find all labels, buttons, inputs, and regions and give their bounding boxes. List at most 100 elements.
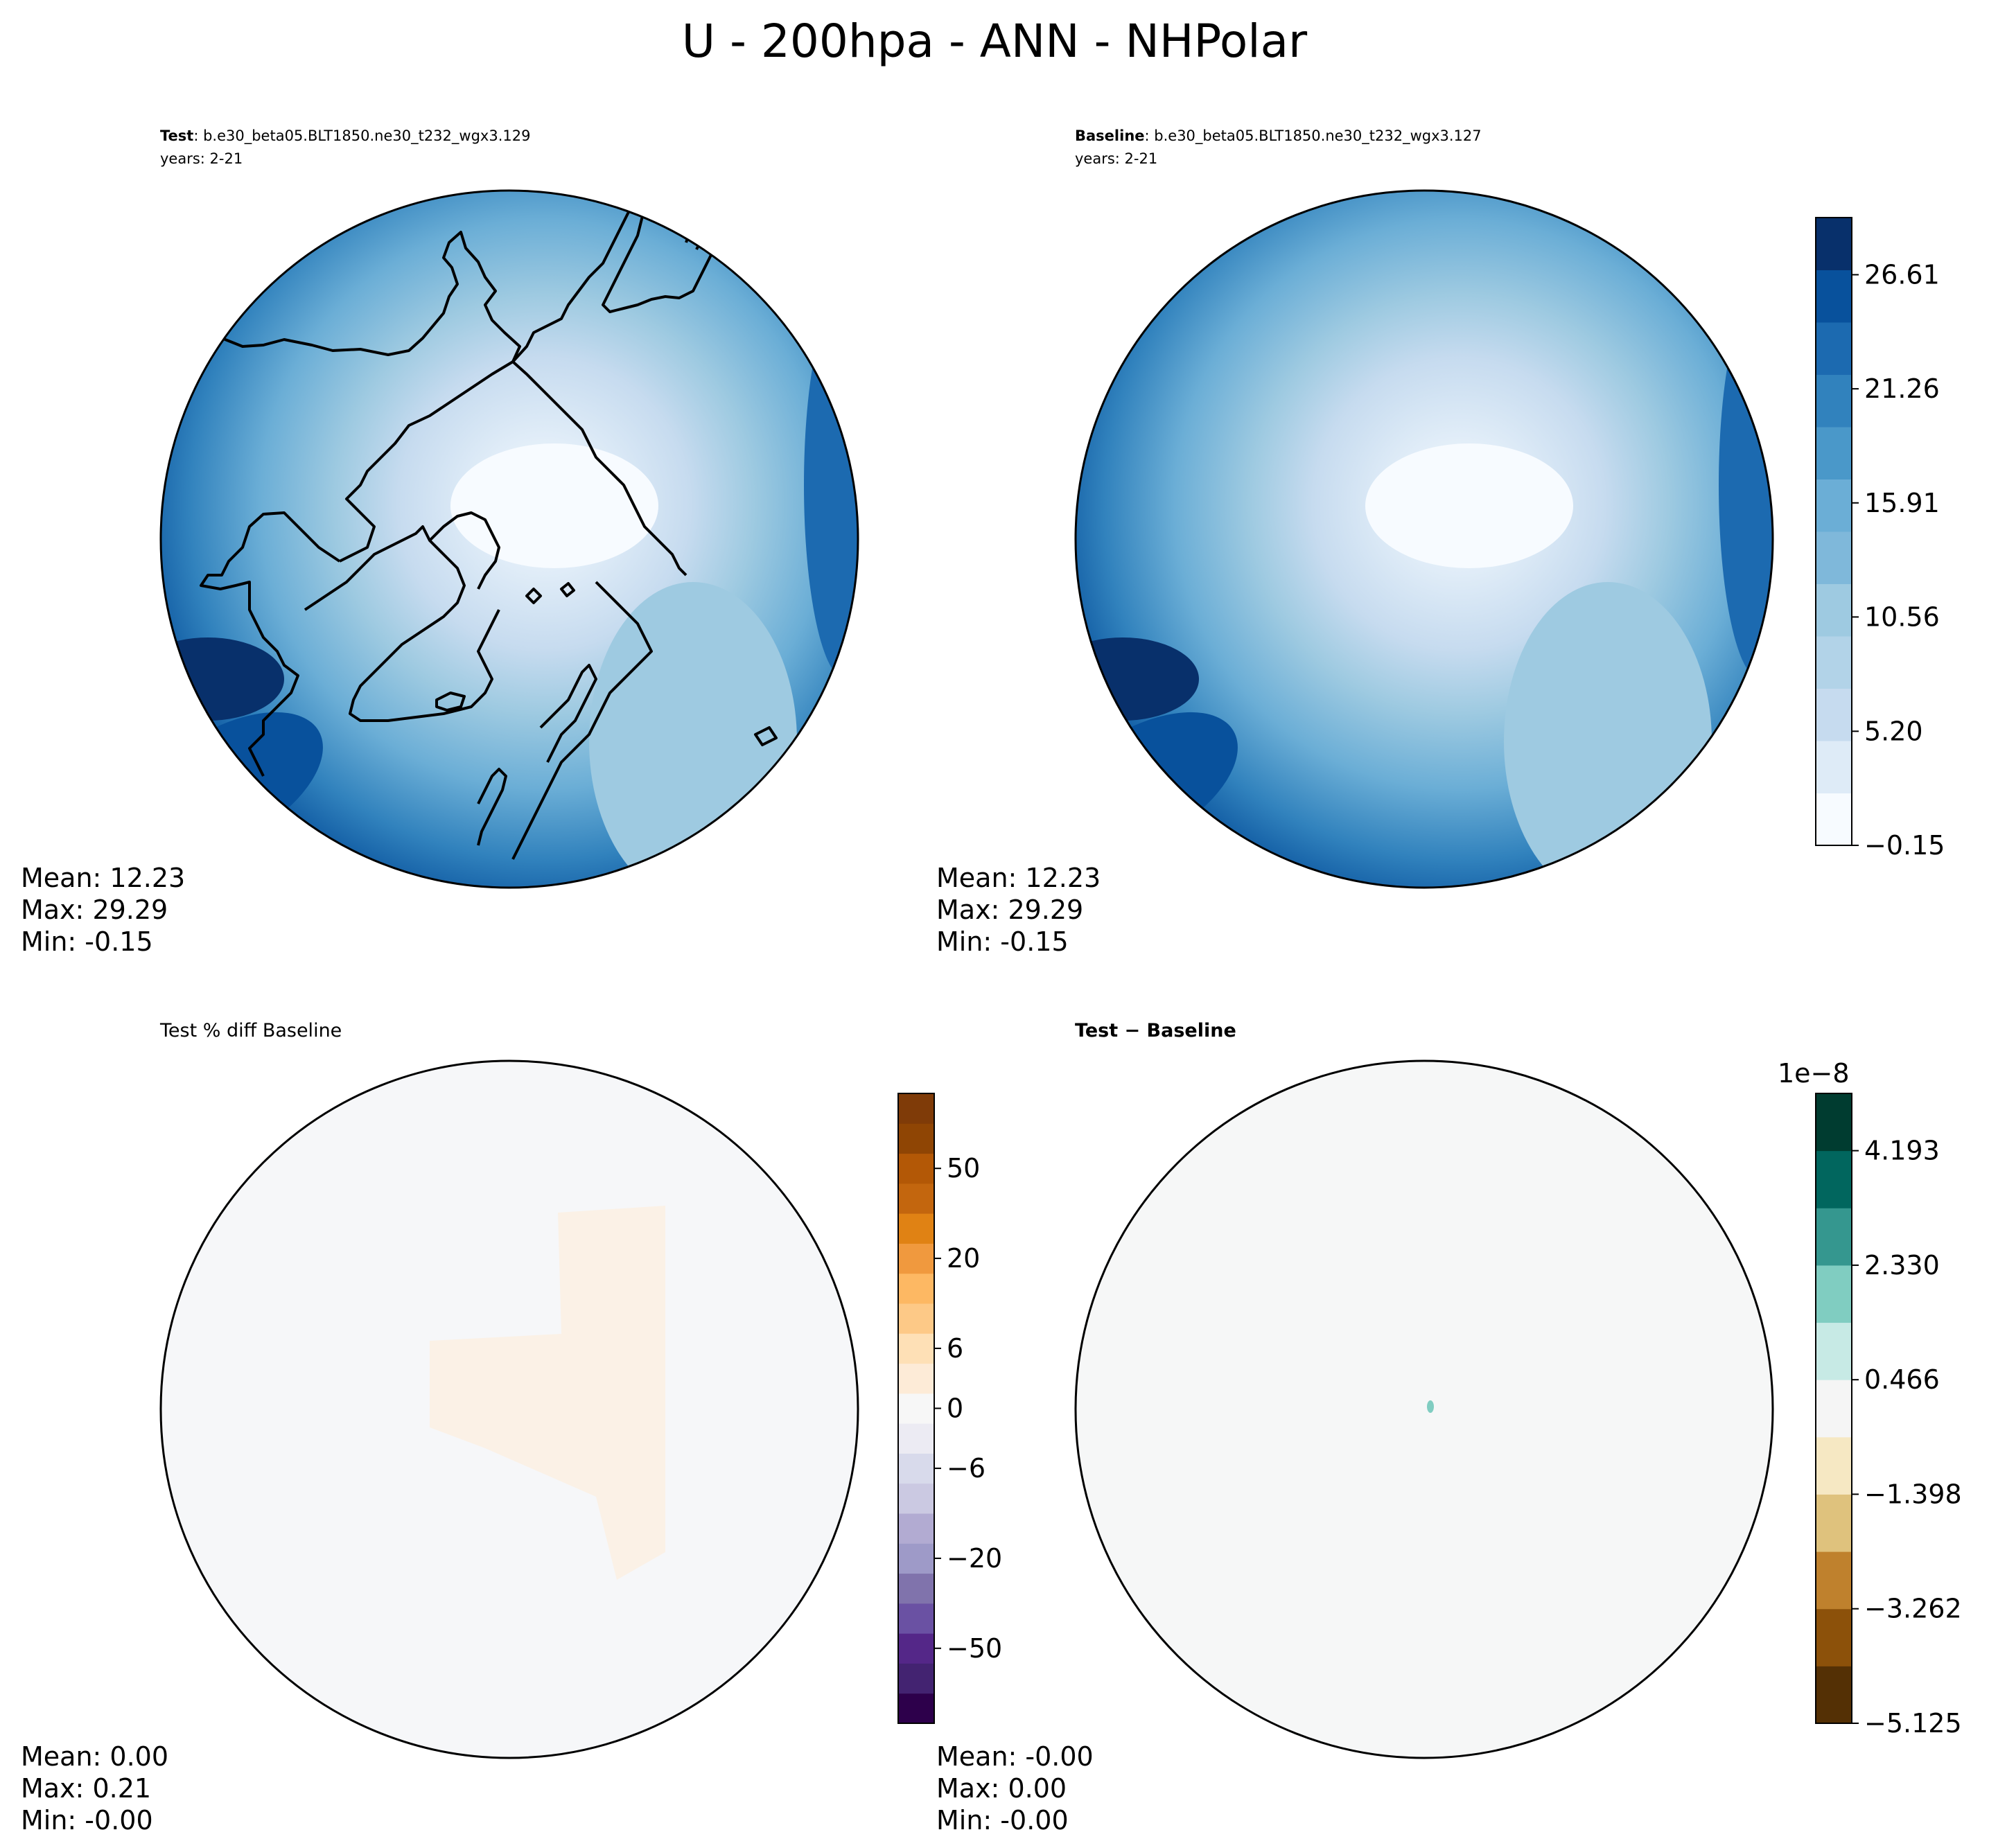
colorbar-diff-swatch (1816, 1436, 1852, 1495)
colorbar-diff-tick-label: −5.125 (1864, 1708, 1962, 1739)
colorbar-diff: 4.193 2.330 0.466 −1.398 −3.262 −5.125 1e−8 (1778, 1058, 1962, 1739)
colorbar-diff-swatch (1816, 1265, 1852, 1323)
colorbar-pctdiff-swatch (898, 1363, 934, 1394)
colorbar-diff-tick-label: 2.330 (1864, 1250, 1940, 1281)
colorbar-diff-swatch (1816, 1380, 1852, 1438)
panel-baseline-max: Max: 29.29 (936, 895, 1083, 925)
map-pctdiff (159, 1059, 859, 1759)
colorbar-field-swatch (1816, 793, 1852, 846)
colorbar-field-swatch (1816, 374, 1852, 428)
panel-baseline-mean: Mean: 12.23 (936, 863, 1101, 893)
map-pctdiff-field-features (430, 1206, 665, 1580)
panel-test-header-bold: Test (160, 127, 193, 144)
panel-test-max: Max: 29.29 (21, 895, 168, 925)
colorbar-pctdiff-swatch (898, 1573, 934, 1604)
colorbar-field-tick-label: 15.91 (1864, 488, 1940, 518)
colorbar-pctdiff-swatch (898, 1153, 934, 1184)
colorbar-diff-tick-label: 0.466 (1864, 1364, 1940, 1395)
panel-test-subheader: years: 2-21 (160, 150, 243, 167)
panel-diff-mean: Mean: -0.00 (936, 1741, 1094, 1772)
panel-baseline-header-rest: : b.e30_beta05.BLT1850.ne30_t232_wgx3.12… (1145, 127, 1482, 145)
colorbar-pctdiff-tick-label: −50 (947, 1633, 1002, 1664)
panel-test-header-rest: : b.e30_beta05.BLT1850.ne30_t232_wgx3.12… (193, 127, 530, 145)
colorbar-diff-swatch (1816, 1150, 1852, 1208)
colorbar-pctdiff-swatch (898, 1513, 934, 1544)
colorbar-pctdiff-swatch (898, 1603, 934, 1634)
colorbar-diff-swatch (1816, 1208, 1852, 1266)
map-diff-anomaly (1427, 1400, 1434, 1413)
colorbar-pctdiff-swatch (898, 1273, 934, 1304)
colorbar-diff-tick-label: 4.193 (1864, 1136, 1940, 1166)
colorbar-pctdiff-swatch (898, 1663, 934, 1694)
colorbar-pctdiff-swatch (898, 1393, 934, 1424)
colorbar-field-swatch (1816, 531, 1852, 584)
colorbar-pctdiff-swatch (898, 1483, 934, 1514)
colorbar-field-swatch (1816, 427, 1852, 479)
map-diff (1074, 1059, 1774, 1759)
colorbar-field-swatch (1816, 636, 1852, 689)
panel-pctdiff-mean: Mean: 0.00 (21, 1741, 168, 1772)
panel-diff: Test − Baseline Mean: -0.00 Max: 0.00 Mi… (936, 1020, 1774, 1836)
colorbar-pctdiff-tick-label: 50 (947, 1153, 980, 1183)
panel-test-header: Test: b.e30_beta05.BLT1850.ne30_t232_wgx… (160, 127, 530, 145)
panel-pctdiff: Test % diff Baseline Mean: 0.00 Max: 0.2… (21, 1020, 859, 1836)
panel-pctdiff-header: Test % diff Baseline (159, 1020, 342, 1041)
colorbar-diff-swatch (1816, 1608, 1852, 1666)
panel-test: Test: b.e30_beta05.BLT1850.ne30_t232_wgx… (21, 127, 859, 957)
colorbar-pctdiff-swatch (898, 1213, 934, 1244)
colorbar-field: 26.61 21.26 15.91 10.56 5.20 −0.15 (1815, 217, 1945, 861)
panel-test-mean: Mean: 12.23 (21, 863, 185, 893)
colorbar-pctdiff-swatch (898, 1303, 934, 1334)
colorbar-field-tick-label: 26.61 (1864, 259, 1940, 290)
colorbar-pctdiff-swatch (898, 1693, 934, 1724)
panel-pctdiff-min: Min: -0.00 (21, 1805, 153, 1836)
colorbar-field-tick-label: 5.20 (1864, 716, 1923, 746)
colorbar-pctdiff-tick-label: 6 (947, 1333, 963, 1364)
colorbar-diff-offset-label: 1e−8 (1778, 1058, 1850, 1089)
colorbar-diff-swatch (1816, 1666, 1852, 1724)
colorbar-pctdiff-swatch (898, 1423, 934, 1454)
colorbar-pctdiff-swatch (898, 1243, 934, 1274)
colorbar-field-tick-label: 21.26 (1864, 373, 1940, 404)
panel-baseline-header-bold: Baseline (1075, 127, 1145, 144)
colorbar-field-swatch (1816, 583, 1852, 637)
colorbar-pctdiff-swatch (898, 1093, 934, 1124)
colorbar-diff-frame (1815, 1093, 1852, 1724)
colorbar-field-frame (1815, 217, 1852, 846)
map-test (159, 189, 859, 889)
colorbar-pctdiff-tick-label: 0 (947, 1393, 963, 1424)
colorbar-diff-tick-label: −1.398 (1864, 1479, 1962, 1509)
panel-pctdiff-max: Max: 0.21 (21, 1773, 151, 1804)
panel-baseline-subheader: years: 2-21 (1075, 150, 1157, 167)
panel-diff-min: Min: -0.00 (936, 1805, 1069, 1836)
colorbar-field-tick-label: 10.56 (1864, 601, 1940, 632)
colorbar-pctdiff-swatch (898, 1183, 934, 1214)
colorbar-field-tick-label: −0.15 (1864, 830, 1945, 861)
panel-diff-header: Test − Baseline (1075, 1020, 1236, 1041)
colorbar-field-swatch (1816, 270, 1852, 323)
colorbar-diff-swatch (1816, 1322, 1852, 1380)
figure-title: U - 200hpa - ANN - NHPolar (682, 15, 1308, 68)
colorbar-field-swatch (1816, 479, 1852, 532)
colorbar-pctdiff-swatch (898, 1633, 934, 1664)
colorbar-field-swatch (1816, 688, 1852, 741)
panel-baseline-header: Baseline: b.e30_beta05.BLT1850.ne30_t232… (1075, 127, 1482, 145)
colorbar-pctdiff-tick-label: −6 (947, 1453, 985, 1484)
panel-baseline: Baseline: b.e30_beta05.BLT1850.ne30_t232… (936, 127, 1774, 957)
colorbar-diff-swatch (1816, 1494, 1852, 1552)
panel-test-min: Min: -0.15 (21, 926, 153, 957)
colorbar-diff-swatch (1816, 1551, 1852, 1610)
colorbar-diff-swatch (1816, 1093, 1852, 1152)
colorbar-pctdiff-swatch (898, 1543, 934, 1574)
colorbar-field-swatch (1816, 218, 1852, 270)
colorbar-pctdiff-swatch (898, 1123, 934, 1154)
colorbar-diff-tick-label: −3.262 (1864, 1594, 1962, 1624)
colorbar-pctdiff-tick-label: 20 (947, 1243, 980, 1274)
colorbar-pctdiff-swatch (898, 1333, 934, 1364)
colorbar-pctdiff-tick-label: −20 (947, 1543, 1002, 1574)
panel-baseline-min: Min: -0.15 (936, 926, 1069, 957)
colorbar-pctdiff-swatch (898, 1453, 934, 1484)
colorbar-pctdiff: 50 20 6 0 −6 −20 −50 (897, 1093, 1002, 1724)
map-baseline (1074, 189, 1774, 889)
